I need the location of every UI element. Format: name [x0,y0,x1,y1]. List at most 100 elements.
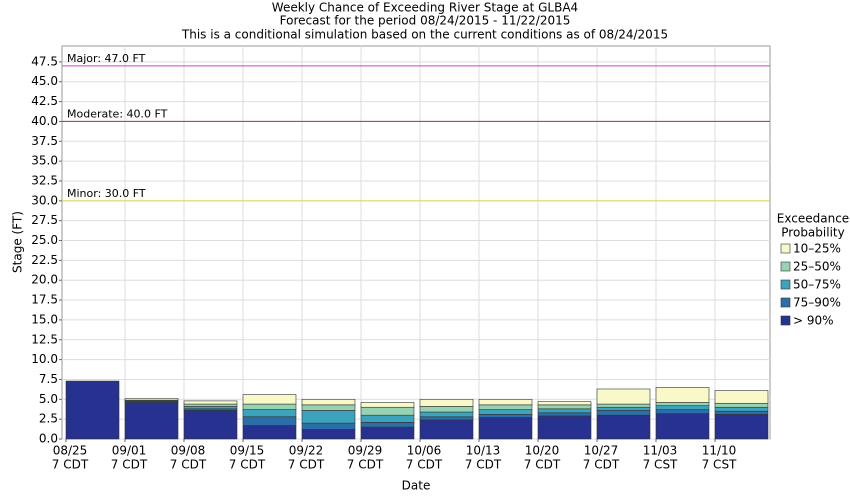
bar-segment [419,419,474,440]
y-tick-label: 10.0 [31,352,58,366]
bar-segment [537,412,592,417]
plot-area [61,45,771,440]
bar-segment [537,408,592,414]
bar-segment [478,399,533,406]
bar-segment [301,410,356,424]
bar-segment [242,416,297,426]
x-tick-label: 10/06 [407,444,442,458]
bar-segment [478,409,533,415]
bar-segment [301,429,356,440]
chart-subtitle: This is a conditional simulation based o… [181,28,668,42]
bar-segment [183,400,238,405]
legend-label: 25–50% [793,260,841,274]
y-tick-label: 27.5 [31,213,58,227]
chart-title: Weekly Chance of Exceeding River Stage a… [272,1,578,15]
x-tick-label: 09/29 [348,444,383,458]
x-axis-label: Date [402,479,431,493]
y-tick-label: 2.5 [39,412,58,426]
legend-label: 75–90% [793,296,841,310]
bar-segment [124,398,179,401]
bar-segment [537,415,592,440]
bar-segment [419,416,474,421]
y-tick-label: 25.0 [31,233,58,247]
bar-segment [360,414,415,423]
bar-segment [478,417,533,440]
x-tick-label: 10/27 [584,444,619,458]
legend-title: Exceedance [777,212,849,226]
x-tick-label: 7 CDT [170,458,207,472]
bar-segment [655,402,710,406]
bar-segment [714,410,769,415]
bar-segment [714,402,769,408]
bar-segment [596,410,651,416]
bar-segment [360,406,415,416]
bar-segment [478,404,533,410]
x-tick-label: 7 CDT [52,458,89,472]
bar-segment [242,409,297,418]
y-tick-label: 30.0 [31,193,58,207]
x-tick-label: 7 CDT [406,458,443,472]
bar-segment [655,405,710,410]
bar-segment [596,388,651,405]
bar-segment [714,414,769,440]
bar-segment [360,422,415,428]
threshold-label: Moderate: 40.0 FT [67,107,168,120]
bar-segment [655,387,710,403]
bar-segment [301,404,356,411]
x-tick-label: 7 CDT [288,458,325,472]
bar-segment [419,406,474,413]
bar-segment [360,402,415,408]
bar-segment [596,406,651,411]
bar-segment [183,410,238,440]
legend-swatch [780,315,791,326]
bar-segment [65,380,120,440]
x-tick-label: 10/20 [525,444,560,458]
x-tick-label: 7 CST [643,458,678,472]
x-tick-label: 11/10 [702,444,737,458]
x-tick-label: 09/22 [289,444,324,458]
legend-label: > 90% [793,314,834,328]
y-tick-label: 20.0 [31,273,58,287]
x-tick-label: 7 CDT [229,458,266,472]
bar-segment [478,414,533,418]
legend-swatch [780,279,791,290]
y-tick-label: 37.5 [31,134,58,148]
bar-segment [242,394,297,405]
x-tick-label: 7 CDT [347,458,384,472]
legend-swatch [780,243,791,254]
bar-segment [537,401,592,406]
y-tick-label: 40.0 [31,114,58,128]
x-tick-label: 08/25 [53,444,88,458]
bar-segment [124,402,179,440]
bar-segment [419,399,474,407]
x-tick-label: 09/01 [112,444,147,458]
y-tick-label: 42.5 [31,94,58,108]
legend-swatch [780,297,791,308]
y-tick-label: 7.5 [39,372,58,386]
threshold-label: Minor: 30.0 FT [67,187,146,200]
bar-segment [242,403,297,410]
bar-segment [655,409,710,414]
bar-segment [714,390,769,404]
y-tick-label: 15.0 [31,312,58,326]
y-tick-label: 12.5 [31,332,58,346]
x-tick-label: 09/15 [230,444,265,458]
y-tick-label: 22.5 [31,253,58,267]
bar-segment [183,406,238,410]
y-tick-label: 47.5 [31,54,58,68]
x-tick-label: 7 CDT [524,458,561,472]
y-tick-label: 35.0 [31,154,58,168]
bar-segment [596,414,651,440]
bar-segment [360,426,415,440]
legend-title: Probability [781,226,844,240]
legend-label: 50–75% [793,278,841,292]
x-tick-label: 7 CDT [465,458,502,472]
y-tick-label: 45.0 [31,74,58,88]
legend-label: 10–25% [793,242,841,256]
y-tick-label: 5.0 [39,392,58,406]
bar-segment [655,413,710,440]
x-tick-label: 11/03 [643,444,678,458]
y-axis-label: Stage (FT) [11,211,25,273]
x-tick-label: 7 CDT [111,458,148,472]
